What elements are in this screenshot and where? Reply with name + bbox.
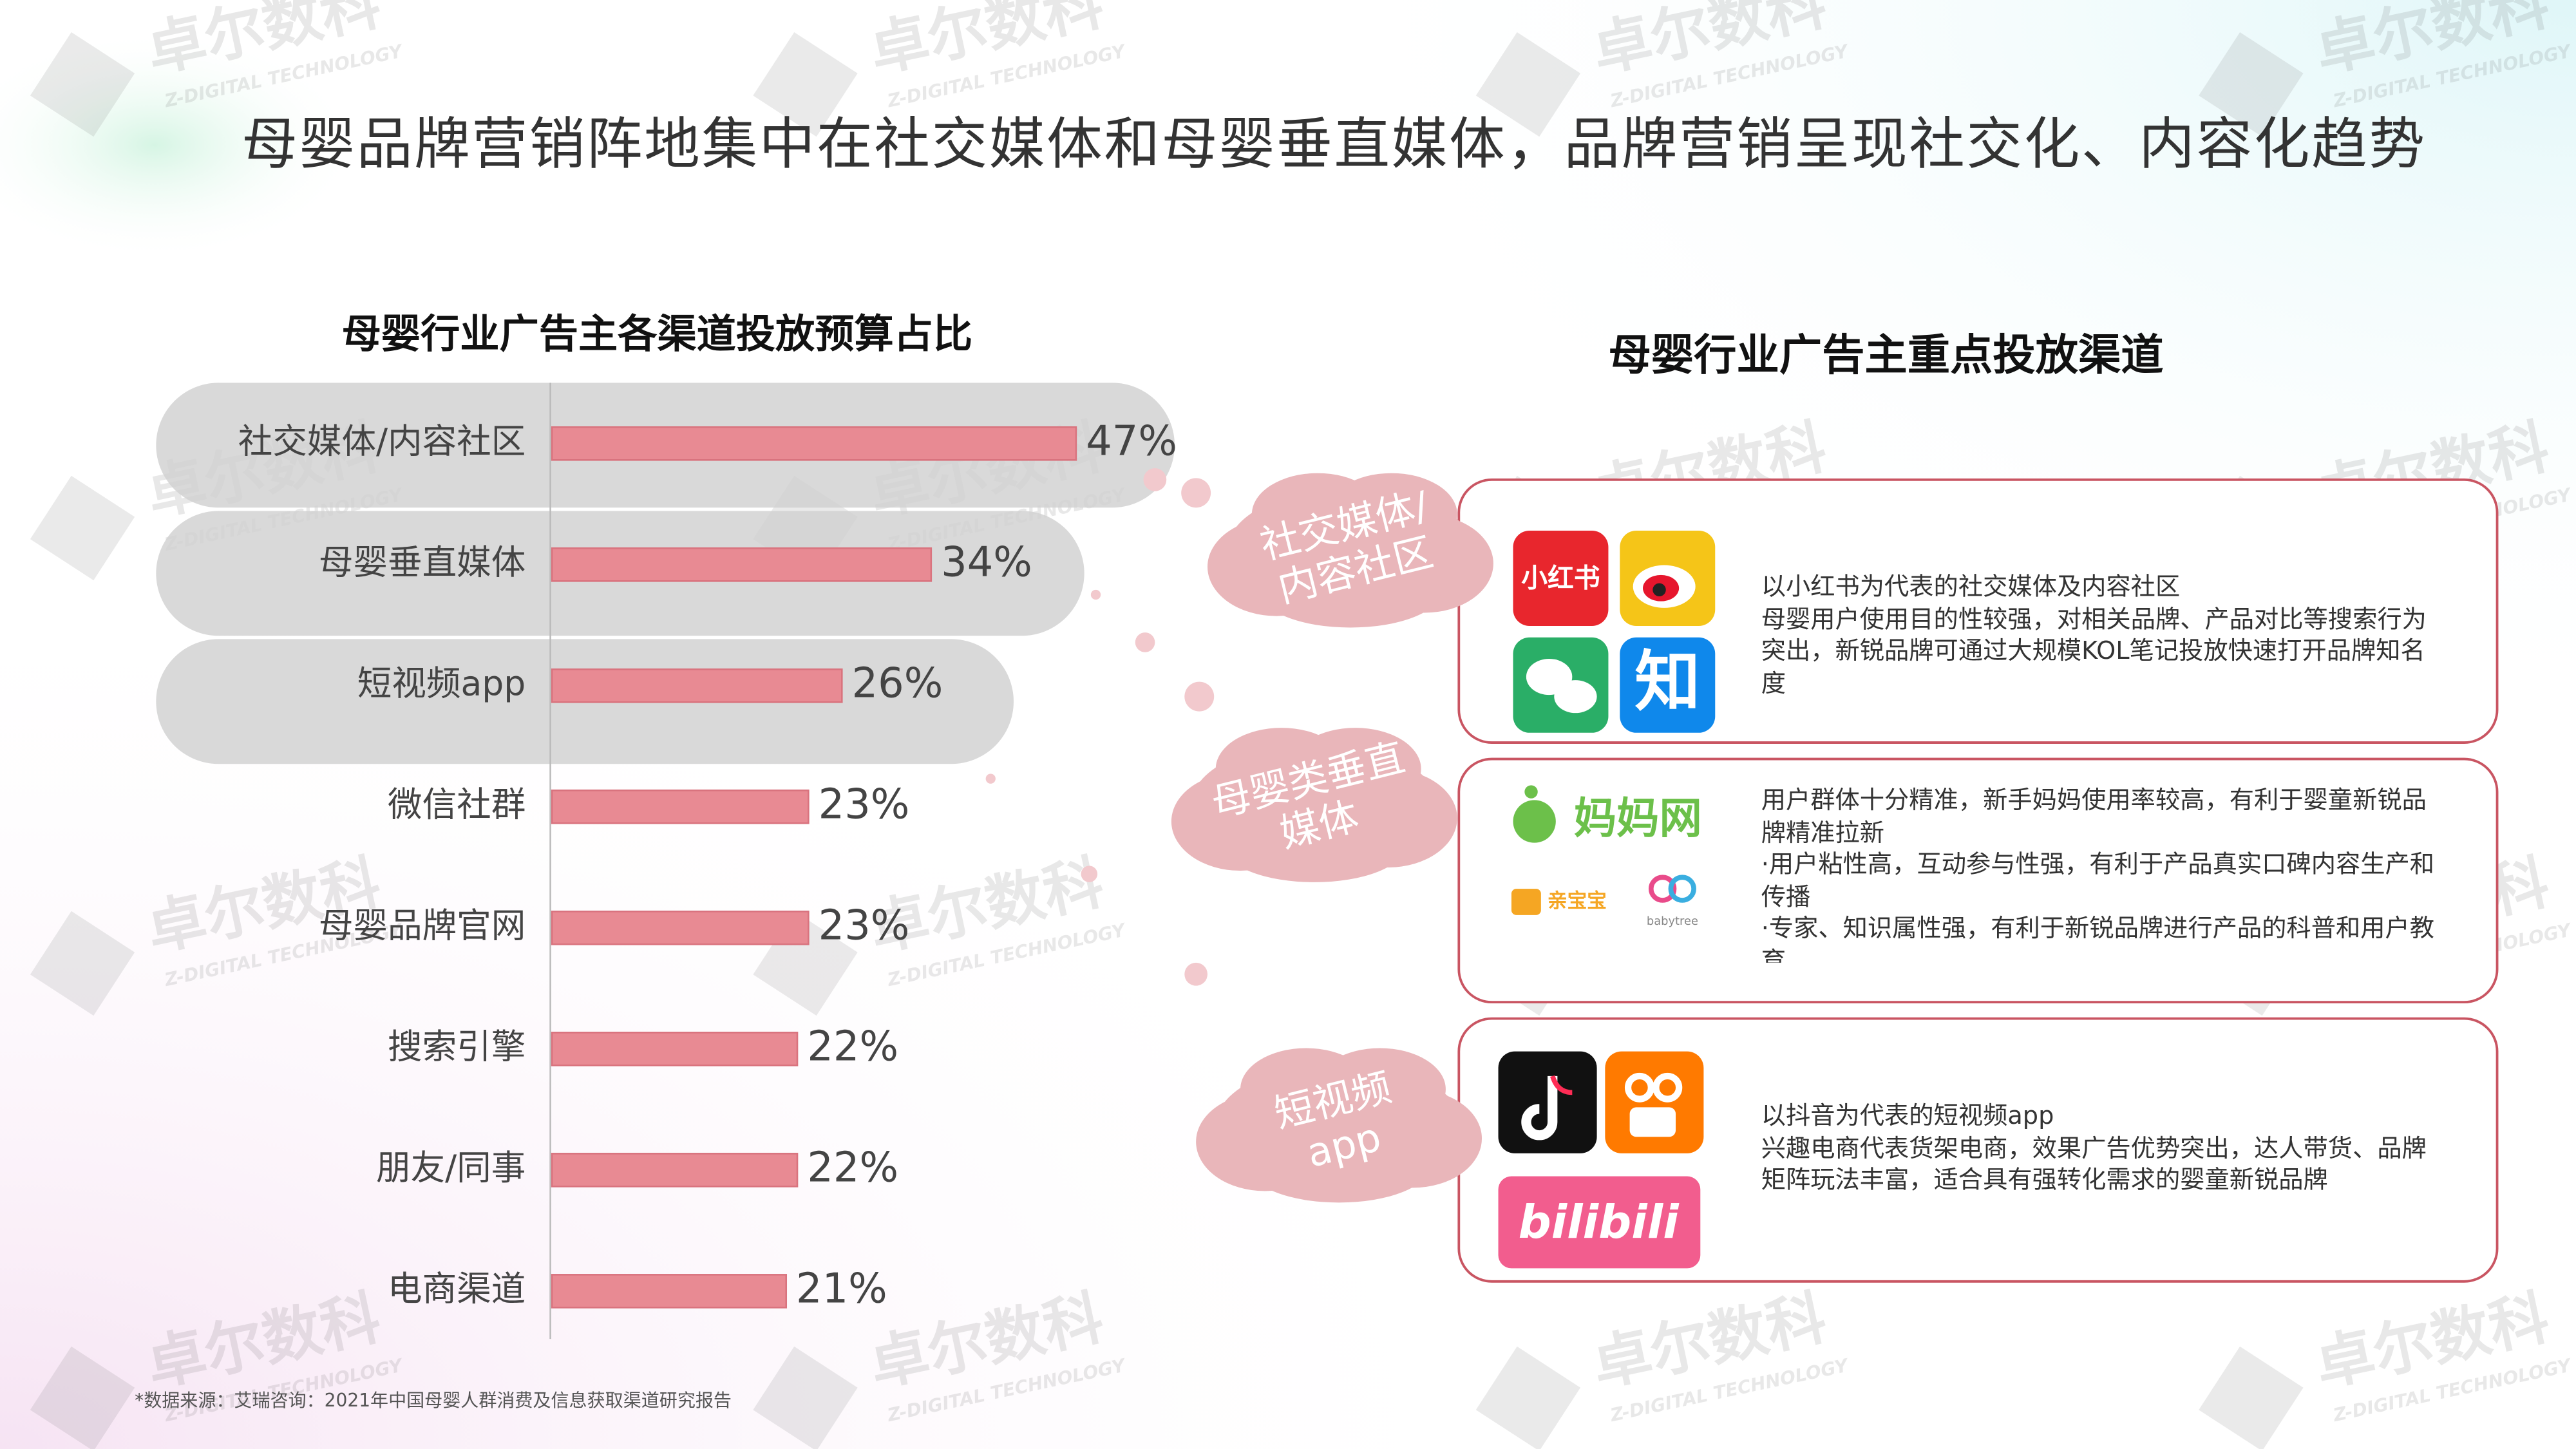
category-label: 微信社群	[388, 784, 526, 824]
watermark-logo	[753, 1346, 858, 1449]
panel-title: 母婴行业广告主重点投放渠道	[1609, 330, 2164, 380]
bar	[551, 547, 933, 582]
logo-text: 亲宝宝	[1548, 889, 1607, 913]
bar	[551, 668, 843, 703]
chart-title: 母婴行业广告主各渠道投放预算占比	[342, 312, 972, 357]
logo-text: 小红书	[1521, 563, 1600, 594]
description-line: ·用户粘性高，互动参与性强，有利于产品真实口碑内容生产和传播	[1761, 849, 2435, 912]
bar	[551, 426, 1077, 461]
logos-social: 小红书 知	[1513, 530, 1716, 733]
value-label: 26%	[852, 659, 943, 707]
category-label: 短视频app	[357, 663, 526, 703]
channel-cloud: 社交媒体/内容社区	[1208, 473, 1493, 628]
bar	[551, 1274, 788, 1309]
channel-cloud: 母婴类垂直媒体	[1171, 728, 1457, 882]
value-label: 22%	[807, 1023, 898, 1070]
logos-vertical: 妈妈网 亲宝宝 babytree	[1511, 785, 1702, 928]
value-label: 23%	[819, 781, 910, 828]
value-label: 47%	[1086, 417, 1177, 465]
bar	[551, 1032, 799, 1066]
cloud-part	[1248, 1130, 1430, 1203]
description-line: 母婴用户使用目的性较强，对相关品牌、产品对比等搜索行为突出，新锐品牌可通过大规模…	[1761, 603, 2427, 698]
channel-panels: 社交媒体/内容社区以小红书为代表的社交媒体及内容社区母婴用户使用目的性较强，对相…	[1171, 473, 2499, 1283]
category-label: 社交媒体/内容社区	[238, 421, 526, 461]
channel-box	[1457, 478, 2499, 744]
bar	[551, 911, 810, 945]
description-line: 兴趣电商代表货架电商，效果广告优势突出，达人带货、品牌矩阵玩法丰富，适合具有强转…	[1761, 1133, 2427, 1195]
decor-dots	[985, 468, 1215, 986]
channel-description: 用户群体十分精准，新手妈妈使用率较高，有利于婴童新锐品牌精准拉新·用户粘性高，互…	[1761, 785, 2448, 963]
cloud-part	[1289, 728, 1421, 810]
watermark-logo	[30, 32, 135, 137]
bar	[551, 790, 810, 824]
channel-cloud: 短视频app	[1196, 1048, 1482, 1203]
category-label: 电商渠道	[388, 1268, 526, 1309]
logo-text: 妈妈网	[1574, 793, 1702, 844]
value-label: 23%	[819, 902, 910, 949]
category-label: 搜索引擎	[388, 1026, 526, 1066]
source: *数据来源：艾瑞咨询：2021年中国母婴人群消费及信息获取渠道研究报告	[135, 1390, 732, 1411]
watermark-logo	[30, 1346, 135, 1449]
watermark-logo	[753, 32, 858, 137]
description-line: ·专家、知识属性强，有利于新锐品牌进行产品的科普和用户教育	[1761, 914, 2435, 963]
watermark-logo	[30, 475, 135, 581]
watermark-logo	[2199, 32, 2304, 137]
bar	[551, 1153, 799, 1188]
watermark-logo	[1475, 32, 1581, 137]
watermark-logo	[2199, 1346, 2304, 1449]
cloud-part	[1314, 1048, 1446, 1131]
slide-title: 母婴品牌营销阵地集中在社交媒体和母婴垂直媒体，品牌营销呈现社交化、内容化趋势	[242, 112, 2426, 177]
description-line: 以抖音为代表的短视频app	[1761, 1101, 2054, 1131]
category-label: 朋友/同事	[376, 1147, 526, 1188]
channel-box	[1457, 757, 2499, 1004]
logos-video: bilibili	[1498, 1051, 1704, 1269]
description: 以小红书为代表的社交媒体及内容社区 母婴用户使用目的性较强，对相关品牌、产品对比等…	[1761, 572, 2448, 701]
cloud-part	[1325, 473, 1457, 556]
channel-description: 以小红书为代表的社交媒体及内容社区母婴用户使用目的性较强，对相关品牌、产品对比等…	[1761, 572, 2448, 701]
watermark-logo	[1475, 1346, 1581, 1449]
logo-text: bilibili	[1519, 1196, 1680, 1249]
category-label: 母婴品牌官网	[319, 905, 526, 945]
category-label: 母婴垂直媒体	[319, 542, 526, 582]
bar-chart: 社交媒体/内容社区 47% 母婴垂直媒体 34% 短视频app 26% 微信社群 23% 母婴品…	[238, 417, 1177, 1312]
description-line: 用户群体十分精准，新手妈妈使用率较高，有利于婴童新锐品牌精准拉新	[1761, 785, 2427, 848]
channel-description: 以抖音为代表的短视频app兴趣电商代表货架电商，效果广告优势突出，达人带货、品牌…	[1761, 1101, 2448, 1197]
cloud-part	[1224, 810, 1405, 882]
value-label: 22%	[807, 1144, 898, 1191]
description: 以抖音为代表的短视频app 兴趣电商代表货架电商，效果广告优势突出，达人带货、品牌…	[1761, 1101, 2448, 1197]
description-line: 以小红书为代表的社交媒体及内容社区	[1761, 571, 2181, 601]
logo-text: babytree	[1647, 914, 1698, 928]
value-label: 21%	[796, 1265, 887, 1312]
watermark-logo	[30, 911, 135, 1016]
logo-text: 知	[1634, 644, 1700, 721]
description: 用户群体十分精准，新手妈妈使用率较高，有利于婴童新锐品牌精准拉新 ·用户粘性高，互…	[1761, 785, 2448, 963]
cloud-part	[1260, 555, 1441, 628]
value-label: 34%	[941, 538, 1032, 586]
